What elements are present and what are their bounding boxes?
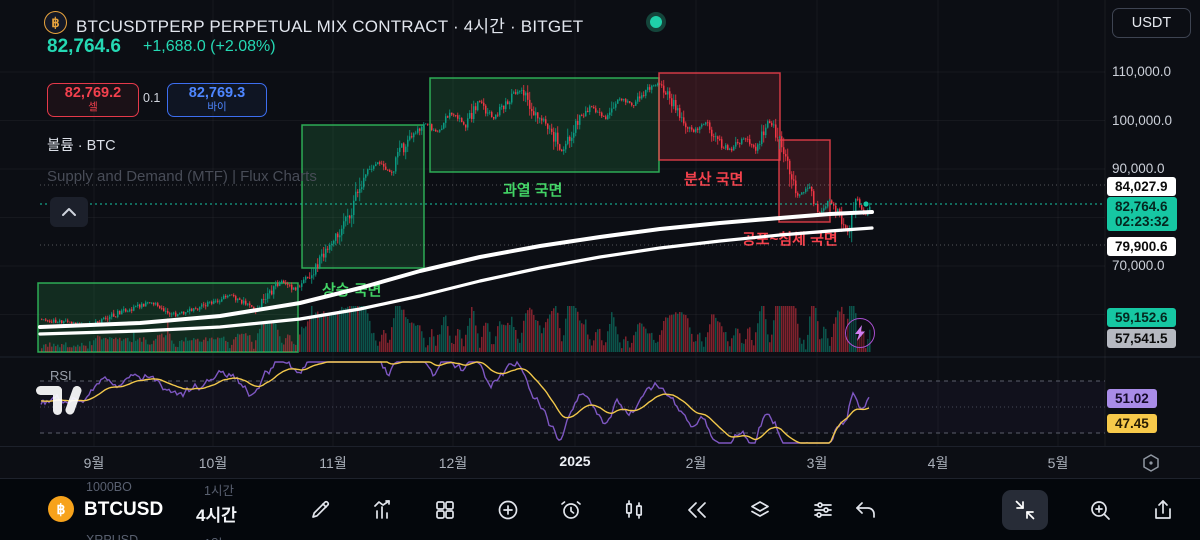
- time-axis-label: 11월: [319, 455, 347, 471]
- time-axis-label: 5월: [1047, 455, 1069, 471]
- undo-arrow-icon: [856, 502, 875, 518]
- buy-button[interactable]: 82,769.3 바이: [167, 83, 267, 117]
- quick-trade-button[interactable]: [845, 318, 875, 348]
- time-axis-label: 3월: [806, 455, 828, 471]
- indicators-icon: [374, 500, 390, 519]
- share-button[interactable]: [1149, 496, 1177, 524]
- buy-price: 82,769.3: [188, 85, 246, 102]
- time-axis-label: 10월: [198, 455, 228, 471]
- plus-circle-icon: [498, 500, 518, 520]
- time-axis[interactable]: 9월 10월 11월 12월 2025 2월 3월 4월 5월: [0, 446, 1200, 478]
- sell-button[interactable]: 82,769.2 셀: [47, 83, 139, 117]
- tradingview-logo[interactable]: [36, 386, 82, 423]
- volume-legend[interactable]: 볼륨 · BTC: [47, 138, 116, 154]
- sell-label: 셀: [88, 101, 98, 114]
- connection-status-dot: [646, 12, 666, 32]
- replay-button[interactable]: [683, 496, 711, 524]
- symbol-prev[interactable]: 1000BO: [86, 480, 132, 494]
- interval-next[interactable]: 1일: [204, 533, 222, 540]
- sliders-icon: [814, 502, 832, 518]
- time-axis-label: 2월: [685, 455, 707, 471]
- spread-value: 0.1: [143, 91, 161, 105]
- buy-label: 바이: [207, 101, 227, 114]
- currency-selector-button[interactable]: USDT: [1112, 8, 1191, 38]
- interval-selector[interactable]: 4시간: [196, 506, 237, 525]
- tradingview-logo-icon: [36, 386, 82, 415]
- bottom-toolbar: 1000BO 1시간 ฿ BTCUSD 4시간 XRPUSD 1일: [0, 478, 1200, 540]
- pencil-icon: [312, 500, 330, 518]
- collapse-legend-button[interactable]: [50, 197, 88, 227]
- chart-settings-button[interactable]: [809, 496, 837, 524]
- rsi-pane-label[interactable]: RSI: [50, 368, 72, 383]
- share-icon: [1155, 500, 1171, 519]
- alarm-clock-icon: [561, 501, 581, 519]
- time-axis-label: 9월: [83, 455, 105, 471]
- last-price: 82,764.6: [47, 36, 121, 57]
- add-button[interactable]: [494, 496, 522, 524]
- time-axis-label: 4월: [927, 455, 949, 471]
- chart-type-button[interactable]: [620, 496, 648, 524]
- candlestick-icon: [625, 500, 643, 519]
- symbol-next[interactable]: XRPUSD: [86, 533, 139, 540]
- rewind-icon: [688, 502, 706, 518]
- svg-text:과열 국면: 과열 국면: [503, 182, 562, 199]
- svg-text:분산 국면: 분산 국면: [684, 171, 743, 188]
- layout-templates-button[interactable]: [431, 496, 459, 524]
- symbol-title: BTCUSDTPERP PERPETUAL MIX CONTRACT · 4시간…: [76, 17, 584, 36]
- axis-settings-button[interactable]: [1138, 451, 1164, 475]
- bitcoin-icon: ฿: [44, 11, 67, 34]
- indicators-button[interactable]: [369, 496, 397, 524]
- lightning-icon: [855, 325, 865, 341]
- time-axis-label: 2025: [559, 453, 591, 469]
- hexagon-settings-icon: [1143, 454, 1159, 472]
- time-axis-label: 12월: [438, 455, 468, 471]
- price-change: +1,688.0 (+2.08%): [143, 38, 276, 55]
- magnifier-plus-icon: [1091, 501, 1110, 520]
- collapse-icon: [1015, 500, 1035, 520]
- grid-layout-icon: [436, 501, 454, 519]
- draw-tool-button[interactable]: [306, 496, 334, 524]
- symbol-selector[interactable]: BTCUSD: [84, 499, 164, 520]
- layers-icon: [751, 501, 769, 517]
- interval-prev[interactable]: 1시간: [204, 484, 234, 498]
- alert-button[interactable]: [557, 496, 585, 524]
- indicator-legend[interactable]: Supply and Demand (MTF) | Flux Charts: [47, 168, 317, 185]
- sell-price: 82,769.2: [64, 85, 122, 102]
- collapse-chart-button[interactable]: [1002, 490, 1048, 530]
- undo-button[interactable]: [852, 496, 880, 524]
- object-tree-button[interactable]: [746, 496, 774, 524]
- bitcoin-coin-icon: ฿: [48, 496, 74, 522]
- zoom-in-button[interactable]: [1086, 496, 1114, 524]
- chevron-up-icon: [62, 208, 76, 216]
